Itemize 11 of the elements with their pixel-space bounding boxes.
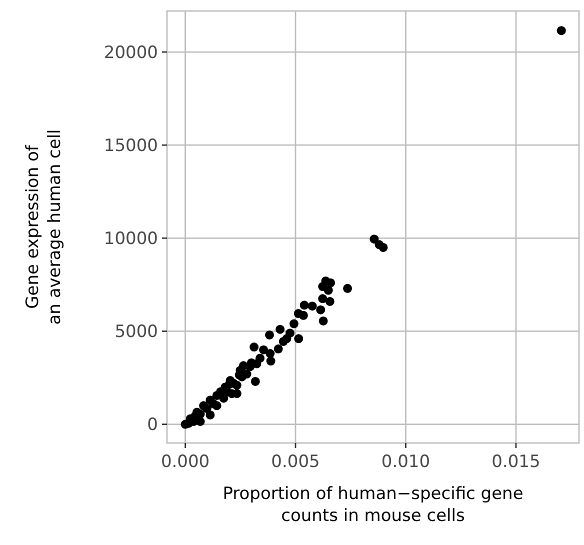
y-tick-label: 15000 [104,136,158,156]
y-tick-label: 5000 [114,322,158,342]
x-axis-title: Proportion of human−specific gene counts in mouse cells [222,484,524,526]
y-tick-label: 10000 [104,229,158,250]
y-tick-label: 20000 [104,42,158,63]
y-axis-title: Gene expression of an average human cell [23,129,65,325]
x-tick-label: 0.000 [160,452,210,472]
y-tick-label: 0 [147,415,158,436]
x-tick-label: 0.010 [381,452,430,472]
x-tick-label: 0.005 [271,452,320,472]
x-tick-label: 0.015 [492,452,540,472]
